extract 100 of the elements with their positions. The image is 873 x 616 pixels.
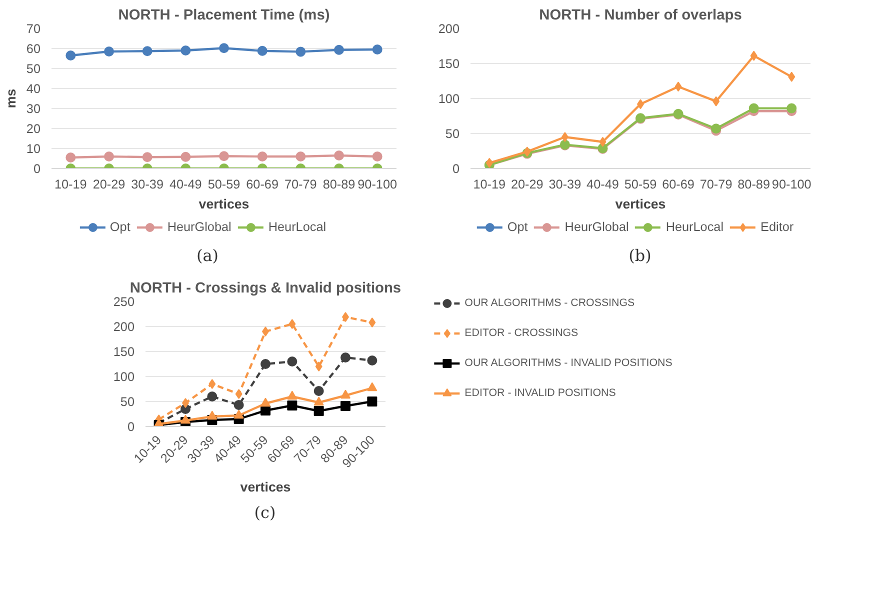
point bbox=[748, 103, 759, 114]
y-tick-label: 100 bbox=[438, 92, 460, 106]
y-tick-label: 70 bbox=[26, 22, 40, 36]
point bbox=[296, 46, 306, 57]
point bbox=[287, 390, 298, 400]
point bbox=[142, 46, 152, 56]
text: (a) bbox=[196, 245, 219, 267]
point bbox=[287, 400, 298, 410]
point bbox=[486, 158, 493, 168]
point bbox=[260, 398, 270, 406]
text: (b) bbox=[628, 245, 652, 267]
y-tick-label: 50 bbox=[445, 127, 460, 141]
y-tick-label: 100 bbox=[113, 370, 135, 384]
x-tick-label: 50-59 bbox=[624, 178, 657, 192]
x-tick-label: 50-59 bbox=[208, 178, 240, 192]
point bbox=[561, 132, 568, 142]
point bbox=[314, 406, 324, 416]
legend-label: HeurLocal bbox=[268, 220, 326, 234]
point bbox=[180, 46, 191, 56]
y-tick-label: 20 bbox=[26, 122, 40, 136]
x-tick-label: 40-49 bbox=[586, 178, 619, 192]
x-tick-label: 80-89 bbox=[322, 178, 356, 192]
point bbox=[207, 391, 218, 402]
x-tick-label: 10-19 bbox=[54, 178, 87, 192]
y-tick-label: 50 bbox=[120, 394, 134, 409]
point bbox=[367, 355, 378, 366]
y-tick-label: 50 bbox=[26, 62, 40, 76]
y-tick-label: 0 bbox=[127, 420, 135, 434]
y-tick-label: 30 bbox=[26, 102, 40, 116]
x-axis-title: vertices bbox=[240, 480, 291, 495]
point bbox=[340, 390, 350, 398]
point bbox=[367, 396, 378, 406]
point bbox=[219, 43, 229, 54]
point bbox=[208, 378, 216, 389]
x-tick-label: 20-29 bbox=[510, 178, 544, 192]
x-tick-label: 60-69 bbox=[246, 178, 279, 192]
point bbox=[104, 46, 114, 56]
point bbox=[207, 410, 218, 420]
x-tick-label: 20-29 bbox=[92, 178, 126, 192]
point bbox=[368, 317, 376, 328]
x-axis-title: vertices bbox=[198, 196, 250, 212]
point bbox=[599, 136, 606, 147]
x-tick-label: 10-19 bbox=[473, 178, 506, 192]
y-tick-label: 0 bbox=[452, 162, 460, 176]
point bbox=[340, 400, 350, 411]
legend-label: HeurLocal bbox=[666, 220, 724, 234]
x-tick-label: 30-39 bbox=[131, 178, 164, 192]
point bbox=[257, 46, 268, 56]
x-tick-label: 60-69 bbox=[662, 178, 694, 192]
point bbox=[314, 386, 324, 396]
legend-label: Opt bbox=[507, 220, 528, 234]
y-tick-label: 200 bbox=[438, 22, 460, 36]
legend-label: Opt bbox=[110, 220, 130, 234]
point bbox=[235, 388, 242, 399]
point bbox=[712, 96, 720, 106]
x-tick-label: 90-100 bbox=[772, 178, 812, 192]
point bbox=[180, 414, 190, 424]
y-tick-label: 60 bbox=[26, 42, 40, 56]
legend-label: EDITOR - CROSSINGS bbox=[464, 326, 578, 339]
x-tick-label: 70-79 bbox=[284, 178, 317, 192]
y-tick-label: 0 bbox=[33, 162, 41, 176]
y-tick-label: 200 bbox=[113, 320, 135, 334]
point bbox=[260, 405, 270, 416]
point bbox=[234, 410, 244, 418]
y-tick-label: 150 bbox=[438, 57, 460, 71]
point bbox=[788, 72, 796, 82]
legend-label: OUR ALGORITHMS - INVALID POSITIONS bbox=[464, 356, 672, 369]
point bbox=[234, 400, 244, 410]
chart-title: NORTH - Placement Time (ms) bbox=[118, 8, 330, 24]
chart-title: NORTH - Crossings & Invalid positions bbox=[130, 280, 402, 296]
chart-title: NORTH - Number of overlaps bbox=[539, 8, 742, 24]
y-tick-label: 40 bbox=[26, 82, 40, 96]
point bbox=[367, 382, 378, 391]
point bbox=[786, 103, 797, 114]
legend-label: HeurGlobal bbox=[564, 220, 629, 234]
point bbox=[340, 352, 350, 362]
y-tick-label: 250 bbox=[113, 294, 135, 309]
point bbox=[287, 356, 298, 366]
legend-label: OUR ALGORITHMS - CROSSINGS bbox=[464, 296, 635, 309]
x-tick-label: 70-79 bbox=[700, 178, 732, 192]
x-tick-label: 40-49 bbox=[169, 178, 202, 192]
point bbox=[288, 318, 296, 329]
legend-label: EDITOR - INVALID POSITIONS bbox=[464, 386, 616, 399]
x-tick-label: 90-100 bbox=[358, 178, 398, 192]
text: (c) bbox=[254, 502, 276, 524]
x-tick-label: 80-89 bbox=[738, 178, 770, 192]
x-tick-label: 30-39 bbox=[548, 178, 582, 192]
point bbox=[334, 44, 344, 55]
point bbox=[372, 44, 382, 54]
legend-label: HeurGlobal bbox=[167, 220, 232, 234]
y-axis-title: ms bbox=[3, 88, 18, 108]
point bbox=[66, 50, 76, 60]
point bbox=[314, 396, 324, 406]
point bbox=[674, 82, 682, 92]
point bbox=[315, 361, 322, 372]
point bbox=[750, 50, 758, 61]
x-axis-title: vertices bbox=[615, 196, 666, 212]
legend-label: Editor bbox=[760, 220, 794, 234]
y-tick-label: 10 bbox=[26, 142, 40, 156]
point bbox=[260, 358, 270, 369]
